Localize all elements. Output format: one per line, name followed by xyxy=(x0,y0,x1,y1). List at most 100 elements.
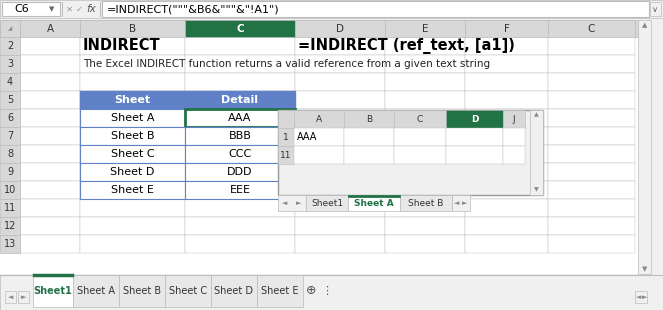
Bar xyxy=(20,20,80,37)
Bar xyxy=(503,146,525,164)
Text: Sheet E: Sheet E xyxy=(111,185,154,195)
Text: ◄: ◄ xyxy=(454,200,459,206)
Bar xyxy=(278,195,306,211)
Bar xyxy=(295,145,385,163)
Bar xyxy=(295,163,385,181)
Text: The Excel INDIRECT function returns a valid reference from a given text string: The Excel INDIRECT function returns a va… xyxy=(83,59,490,69)
Text: C: C xyxy=(417,114,423,123)
Bar xyxy=(548,217,635,235)
Bar xyxy=(0,181,20,199)
Bar xyxy=(0,145,20,163)
Bar xyxy=(80,109,185,127)
Text: Sheet C: Sheet C xyxy=(169,286,207,296)
Bar xyxy=(446,128,503,146)
Text: 9: 9 xyxy=(7,167,13,177)
Bar xyxy=(295,73,385,91)
Bar xyxy=(548,145,635,163)
Bar xyxy=(102,1,649,17)
Bar xyxy=(548,20,635,37)
Bar xyxy=(20,109,80,127)
Bar xyxy=(548,55,635,73)
Bar xyxy=(185,145,295,163)
Text: ⊕: ⊕ xyxy=(306,285,316,298)
Bar xyxy=(5,291,16,303)
Bar xyxy=(385,127,465,145)
Bar xyxy=(344,146,394,164)
Text: ▼: ▼ xyxy=(49,6,54,12)
Bar xyxy=(530,110,543,195)
Text: ▲: ▲ xyxy=(534,113,539,117)
Bar xyxy=(548,127,635,145)
Text: Sheet E: Sheet E xyxy=(261,286,299,296)
Bar xyxy=(0,20,638,37)
Bar xyxy=(465,127,548,145)
Bar xyxy=(185,127,295,145)
Bar xyxy=(548,37,635,55)
Bar xyxy=(80,217,185,235)
Text: Sheet C: Sheet C xyxy=(111,149,154,159)
Bar xyxy=(80,73,185,91)
Text: Sheet D: Sheet D xyxy=(215,286,253,296)
Bar xyxy=(0,55,20,73)
Bar xyxy=(465,91,548,109)
Text: Sheet1: Sheet1 xyxy=(34,286,72,296)
Bar xyxy=(185,127,295,145)
Text: ⋮: ⋮ xyxy=(322,286,333,296)
Bar xyxy=(0,37,20,55)
Bar xyxy=(465,235,548,253)
Bar xyxy=(295,91,385,109)
Text: Sheet B: Sheet B xyxy=(111,131,154,141)
Text: ▲: ▲ xyxy=(642,22,647,28)
Bar xyxy=(80,91,185,109)
Text: ◄: ◄ xyxy=(8,294,13,300)
Text: CCC: CCC xyxy=(228,149,252,159)
Text: A: A xyxy=(316,114,322,123)
Bar xyxy=(20,163,80,181)
Bar xyxy=(80,235,185,253)
Bar xyxy=(385,55,465,73)
Bar xyxy=(0,73,20,91)
Bar xyxy=(185,217,295,235)
Bar xyxy=(20,55,80,73)
Bar xyxy=(80,91,185,109)
Bar xyxy=(394,110,446,128)
Bar xyxy=(295,55,385,73)
Text: 10: 10 xyxy=(4,185,16,195)
Bar xyxy=(185,163,295,181)
Bar xyxy=(548,235,635,253)
Text: 12: 12 xyxy=(4,221,16,231)
Bar xyxy=(385,91,465,109)
Bar xyxy=(344,110,394,128)
Text: ∨: ∨ xyxy=(652,5,658,14)
Bar xyxy=(385,199,465,217)
Bar xyxy=(185,55,295,73)
Bar xyxy=(385,37,465,55)
Bar xyxy=(548,163,635,181)
Text: 8: 8 xyxy=(7,149,13,159)
Bar xyxy=(80,127,185,145)
Bar xyxy=(0,0,663,18)
Bar xyxy=(20,217,80,235)
Bar xyxy=(635,291,647,303)
Bar xyxy=(185,163,295,181)
Bar xyxy=(0,199,20,217)
Bar xyxy=(503,110,525,128)
Text: Sheet A: Sheet A xyxy=(111,113,154,123)
Bar xyxy=(295,109,385,127)
Bar xyxy=(80,20,185,37)
Bar xyxy=(0,217,20,235)
Bar xyxy=(465,163,548,181)
Bar xyxy=(295,181,385,199)
Bar xyxy=(394,128,446,146)
Bar xyxy=(80,163,185,181)
Bar xyxy=(465,199,548,217)
Text: ◢: ◢ xyxy=(8,26,12,31)
Bar xyxy=(80,199,185,217)
Text: =INDIRECT("""&B6&"""&"!A1"): =INDIRECT("""&B6&"""&"!A1") xyxy=(107,4,280,14)
Bar xyxy=(394,146,446,164)
Bar xyxy=(80,181,185,199)
Bar xyxy=(465,20,548,37)
Bar xyxy=(344,128,394,146)
Bar xyxy=(400,195,452,211)
Bar xyxy=(385,20,465,37)
